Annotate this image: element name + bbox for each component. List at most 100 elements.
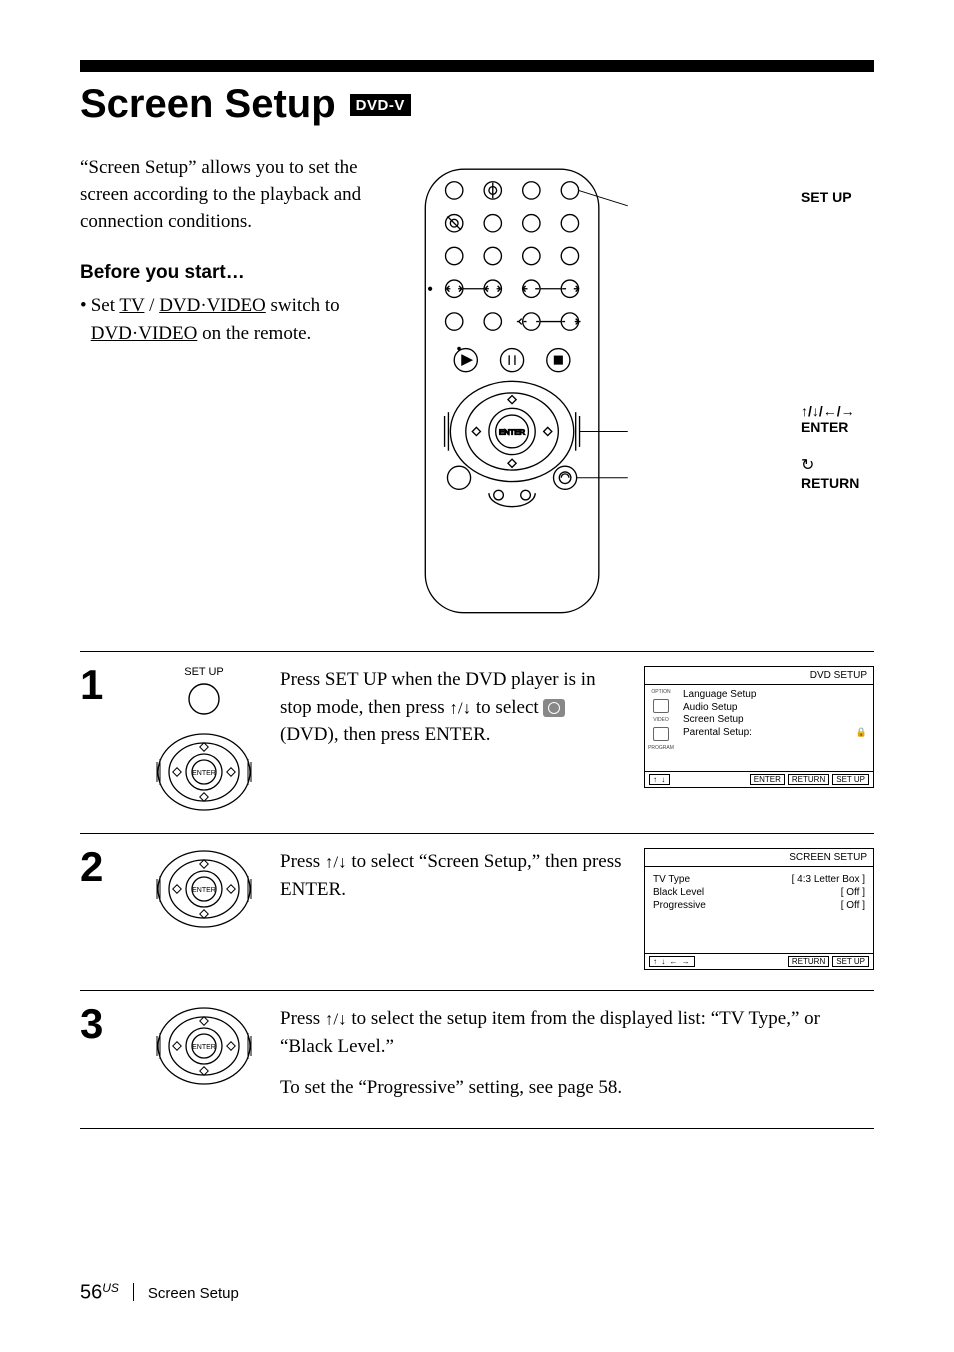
page-number: 56 <box>80 1281 102 1303</box>
intro-text: “Screen Setup” allows you to set the scr… <box>80 155 374 236</box>
osd1-lbl-2: VIDEO <box>653 717 669 723</box>
step-3-text-a: Press <box>280 1008 325 1029</box>
updown-icon-3: ↑/↓ <box>325 1009 347 1028</box>
osd1-arrows: ↑ ↓ <box>649 774 670 785</box>
dvd-icon <box>543 699 565 717</box>
callout-setup: SET UP <box>801 189 874 205</box>
osd1-btn-2: SET UP <box>832 774 869 785</box>
svg-text:ENTER: ENTER <box>192 770 216 777</box>
callout-return-row: ↺RETURN <box>801 455 874 493</box>
osd2-btn-0: RETURN <box>788 956 829 967</box>
page-footer: 56US Screen Setup <box>80 1281 239 1304</box>
step-3-text: Press ↑/↓ to select the setup item from … <box>280 1005 874 1102</box>
osd1-lbl-4: PROGRAM <box>648 745 674 751</box>
osd2-row-0: TV Type [ 4:3 Letter Box ] <box>653 873 865 886</box>
step-2: 2 ENTER Press ↑/↓ to select “Screen Setu… <box>80 834 874 991</box>
osd-dvd-setup: DVD SETUP OPTION VIDEO PROGRAM Language … <box>644 666 874 788</box>
svg-text:ENTER: ENTER <box>192 887 216 894</box>
page-number-group: 56US <box>80 1281 119 1304</box>
osd2-k-0: TV Type <box>653 873 690 886</box>
dpad-icon-3: ENTER <box>156 1005 252 1087</box>
page-region: US <box>102 1281 119 1295</box>
callout-arrows: ↑/↓/←/→ <box>801 403 874 419</box>
osd1-btn-0: ENTER <box>750 774 785 785</box>
osd1-footer: ↑ ↓ ENTER RETURN SET UP <box>645 771 873 787</box>
footer-section: Screen Setup <box>148 1285 239 1302</box>
osd1-item-1: Audio Setup <box>683 702 867 715</box>
title-rule <box>80 60 874 72</box>
step-1-text-b: to select <box>471 697 543 718</box>
osd1-lbl-0: OPTION <box>651 689 670 695</box>
svg-text:ENTER: ENTER <box>499 427 526 436</box>
callout-dpad: ↑/↓/←/→ ENTER <box>801 403 874 435</box>
osd2-k-1: Black Level <box>653 886 704 899</box>
osd2-v-2: [ Off ] <box>841 899 865 912</box>
osd2-v-0: [ 4:3 Letter Box ] <box>792 873 865 886</box>
osd1-item-3: Parental Setup: <box>683 727 752 740</box>
osd1-item-2: Screen Setup <box>683 714 867 727</box>
intro-col: “Screen Setup” allows you to set the scr… <box>80 155 374 625</box>
step-3-icons: ENTER <box>144 1005 264 1087</box>
step-2-text: Press ↑/↓ to select “Screen Setup,” then… <box>280 848 628 903</box>
osd1-menu: Language Setup Audio Setup Screen Setup … <box>677 685 873 771</box>
osd-screen-setup: SCREEN SETUP TV Type [ 4:3 Letter Box ] … <box>644 848 874 970</box>
osd2-header: SCREEN SETUP <box>645 849 873 867</box>
dpad-icon-2: ENTER <box>156 848 252 930</box>
osd2-row-2: Progressive [ Off ] <box>653 899 865 912</box>
step-1-num: 1 <box>80 666 128 704</box>
before-sep: / <box>144 295 159 316</box>
before-bullet: • Set TV / DVD·VIDEO switch to DVD·VIDEO… <box>80 292 374 349</box>
step-2-text-a: Press <box>280 851 325 872</box>
title-line: Screen Setup DVD-V <box>80 82 874 127</box>
remote-callouts: SET UP ↑/↓/←/→ ENTER ↺RETURN <box>801 155 874 625</box>
osd1-body: OPTION VIDEO PROGRAM Language Setup Audi… <box>645 685 873 771</box>
osd1-ic-0 <box>653 699 669 713</box>
step-2-icons: ENTER <box>144 848 264 930</box>
osd2-footer: ↑ ↓ ← → RETURN SET UP <box>645 953 873 969</box>
updown-icon: ↑/↓ <box>449 698 471 717</box>
osd2-k-2: Progressive <box>653 899 706 912</box>
setup-button-icon <box>186 681 222 717</box>
osd1-header: DVD SETUP <box>645 667 873 685</box>
step-1-text: Press SET UP when the DVD player is in s… <box>280 666 628 749</box>
step-1-iconlbl: SET UP <box>184 666 224 678</box>
intro-row: “Screen Setup” allows you to set the scr… <box>80 155 874 625</box>
page-title: Screen Setup <box>80 82 336 127</box>
step-1: 1 SET UP ENTER Press SET UP when the <box>80 652 874 834</box>
osd1-btns: ENTER RETURN SET UP <box>750 774 869 785</box>
svg-text:ENTER: ENTER <box>192 1044 216 1051</box>
remote-svg: ENTER <box>406 155 801 625</box>
dpad-icon: ENTER <box>156 731 252 813</box>
before-mid: switch to <box>266 295 340 316</box>
callout-enter: ENTER <box>801 419 874 435</box>
before-prefix: Set <box>91 295 120 316</box>
step-2-num: 2 <box>80 848 128 886</box>
before-end: on the remote. <box>197 323 311 344</box>
osd2-btns: RETURN SET UP <box>788 956 869 967</box>
before-dv: DVD·VIDEO <box>159 295 266 316</box>
dvdv-badge: DVD-V <box>350 94 411 116</box>
callout-return: RETURN <box>801 475 859 491</box>
before-heading: Before you start… <box>80 262 374 284</box>
footer-divider <box>133 1283 134 1301</box>
step-1-text-c: (DVD), then press ENTER. <box>280 724 491 745</box>
step-3-text-c: To set the “Progressive” setting, see pa… <box>280 1074 874 1102</box>
osd2-body: TV Type [ 4:3 Letter Box ] Black Level [… <box>645 867 873 953</box>
lock-icon: 🔒 <box>856 727 867 740</box>
step-3-text-b: to select the setup item from the displa… <box>280 1008 820 1057</box>
step-1-icons: SET UP ENTER <box>144 666 264 813</box>
before-dv2: DVD·VIDEO <box>91 323 198 344</box>
osd2-arrows: ↑ ↓ ← → <box>649 956 695 967</box>
osd1-btn-1: RETURN <box>788 774 829 785</box>
osd1-ic-1 <box>653 727 669 741</box>
osd2-btn-1: SET UP <box>832 956 869 967</box>
step-3: 3 ENTER Press ↑/↓ to select the setup it… <box>80 991 874 1129</box>
osd1-iconcol: OPTION VIDEO PROGRAM <box>645 685 677 771</box>
osd2-v-1: [ Off ] <box>841 886 865 899</box>
updown-icon-2: ↑/↓ <box>325 852 347 871</box>
osd1-item-0: Language Setup <box>683 689 867 702</box>
before-text: Set TV / DVD·VIDEO switch to DVD·VIDEO o… <box>91 292 374 349</box>
step-3-num: 3 <box>80 1005 128 1043</box>
osd2-row-1: Black Level [ Off ] <box>653 886 865 899</box>
remote-diagram: ENTER <box>406 155 874 625</box>
